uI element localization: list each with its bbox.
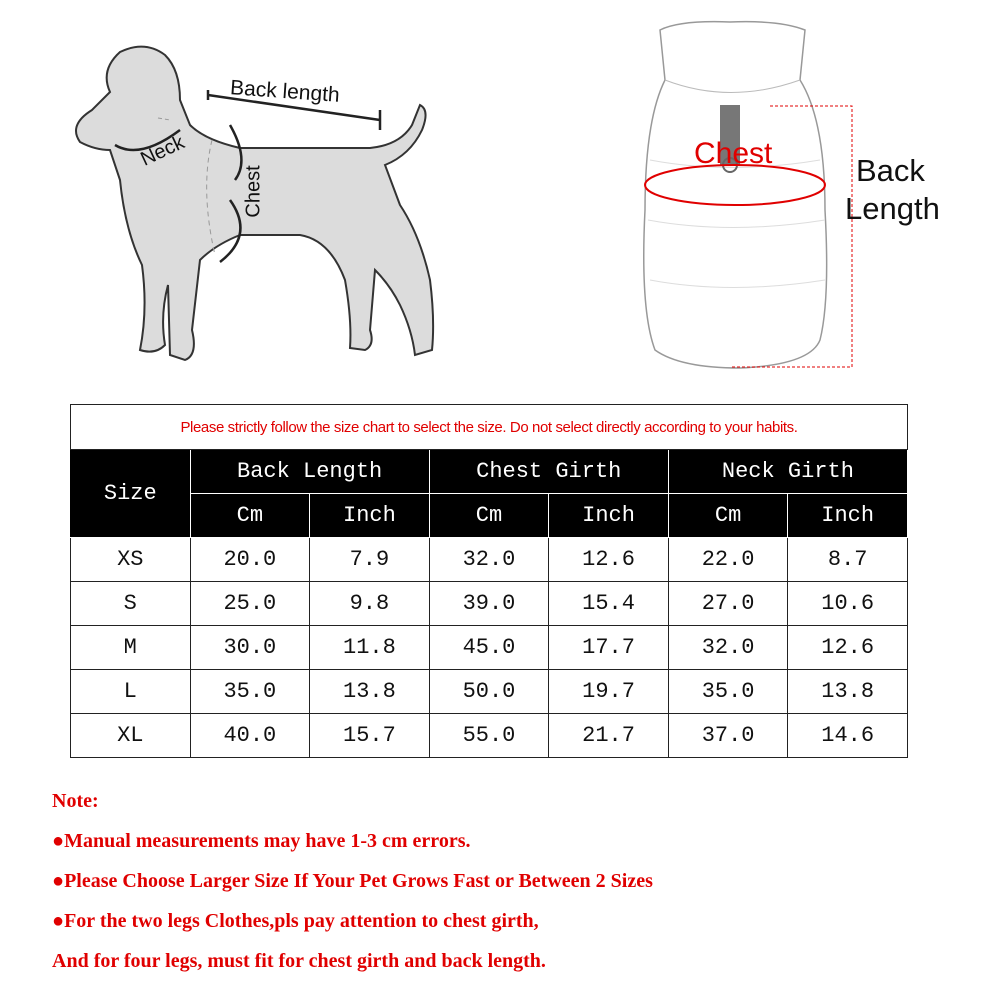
vest-chest-measure-icon [644,164,826,206]
unit-header: Inch [309,493,430,538]
size-table-note: Please strictly follow the size chart to… [70,404,908,450]
notes-section: Note: ●Manual measurements may have 1-3 … [52,788,653,988]
vest-outline [643,20,828,369]
dog-illustration [75,45,435,362]
unit-header: Cm [428,493,550,538]
value-cell: 12.6 [548,537,669,582]
back-length-arrow-icon [206,90,382,130]
vest-chest-label: Chest [694,137,773,170]
value-cell: 14.6 [787,713,908,758]
value-cell: 39.0 [428,581,550,626]
value-cell: 15.4 [548,581,669,626]
unit-header: Cm [667,493,789,538]
vest-illustration [643,20,853,369]
chest-arrow-icon [219,124,243,263]
value-cell: 27.0 [667,581,789,626]
value-cell: 22.0 [667,537,789,582]
dog-silhouette [75,45,435,362]
value-cell: 19.7 [548,669,669,714]
value-cell: 45.0 [428,625,550,670]
value-cell: 35.0 [189,669,311,714]
size-table: Please strictly follow the size chart to… [70,404,909,758]
neck-girth-header: Neck Girth [667,449,909,494]
size-cell: L [70,669,191,714]
table-row: L 35.0 13.8 50.0 19.7 35.0 13.8 [70,669,908,714]
value-cell: 25.0 [189,581,311,626]
vest-back-label: Back [856,153,925,188]
neck-arrow-icon [114,128,181,152]
note-line: ●For the two legs Clothes,pls pay attent… [52,910,539,932]
unit-header: Inch [548,493,669,538]
note-line: ●Manual measurements may have 1-3 cm err… [52,830,471,852]
size-cell: XS [70,537,191,582]
value-cell: 32.0 [667,625,789,670]
value-cell: 35.0 [667,669,789,714]
back-length-header: Back Length [189,449,430,494]
notes-title: Note: [52,790,99,812]
value-cell: 10.6 [787,581,908,626]
vest-length-label: Length [845,191,940,226]
unit-header: Inch [787,493,908,538]
value-cell: 50.0 [428,669,550,714]
size-header: Size [70,449,191,538]
value-cell: 30.0 [189,625,311,670]
dog-chest-label: Chest [242,165,265,218]
value-cell: 21.7 [548,713,669,758]
unit-header: Cm [189,493,311,538]
table-row: M 30.0 11.8 45.0 17.7 32.0 12.6 [70,625,908,670]
value-cell: 55.0 [428,713,550,758]
table-row: S 25.0 9.8 39.0 15.4 27.0 10.6 [70,581,908,626]
table-row: XL 40.0 15.7 55.0 21.7 37.0 14.6 [70,713,908,758]
vest-back-length-measure-icon [730,105,853,368]
table-row: XS 20.0 7.9 32.0 12.6 22.0 8.7 [70,537,908,582]
value-cell: 13.8 [787,669,908,714]
value-cell: 8.7 [787,537,908,582]
note-line: And for four legs, must fit for chest gi… [52,950,546,972]
vest-leash-hole [720,105,740,165]
chest-girth-header: Chest Girth [428,449,669,494]
size-cell: M [70,625,191,670]
note-line: ●Please Choose Larger Size If Your Pet G… [52,870,653,892]
value-cell: 37.0 [667,713,789,758]
size-cell: S [70,581,191,626]
value-cell: 12.6 [787,625,908,670]
value-cell: 13.8 [309,669,430,714]
value-cell: 17.7 [548,625,669,670]
value-cell: 15.7 [309,713,430,758]
value-cell: 11.8 [309,625,430,670]
value-cell: 9.8 [309,581,430,626]
size-cell: XL [70,713,191,758]
value-cell: 40.0 [189,713,311,758]
value-cell: 32.0 [428,537,550,582]
value-cell: 20.0 [189,537,311,582]
value-cell: 7.9 [309,537,430,582]
